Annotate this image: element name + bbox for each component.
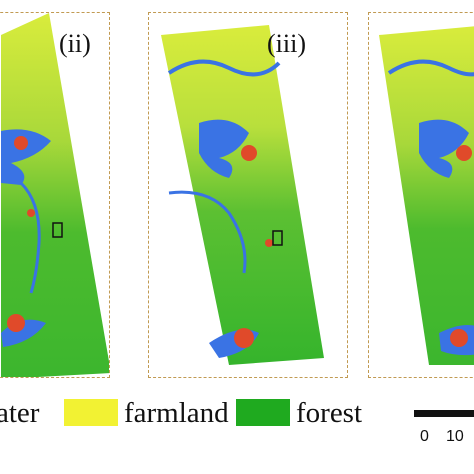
map-strip <box>379 26 474 365</box>
highlight-box <box>52 222 63 238</box>
classified-map-iv <box>379 26 474 365</box>
water-body <box>419 119 469 178</box>
map-panel-iv <box>368 12 474 378</box>
water-body <box>1 129 51 185</box>
scale-tick-10: 10 <box>446 428 464 445</box>
map-panel-iii: (iii) <box>148 12 348 378</box>
legend: ater farmland forest <box>0 393 474 433</box>
legend-swatch-forest <box>236 399 290 426</box>
scale-tick-0: 0 <box>420 428 429 445</box>
panel-label: (ii) <box>59 29 91 58</box>
legend-label-water: ater <box>0 397 40 429</box>
map-strip <box>161 25 324 365</box>
map-strip <box>1 13 109 377</box>
map-panel-ii: (ii) <box>0 12 110 378</box>
scale-bar <box>414 410 474 417</box>
water-body <box>199 119 249 178</box>
river <box>167 59 281 77</box>
highlight-box <box>272 230 283 246</box>
classified-map-iii <box>161 25 324 365</box>
legend-label-farmland: farmland <box>124 397 229 429</box>
legend-swatch-farmland <box>64 399 118 426</box>
classified-map-ii <box>1 13 109 377</box>
legend-label-forest: forest <box>296 397 363 429</box>
panel-label: (iii) <box>267 29 306 58</box>
